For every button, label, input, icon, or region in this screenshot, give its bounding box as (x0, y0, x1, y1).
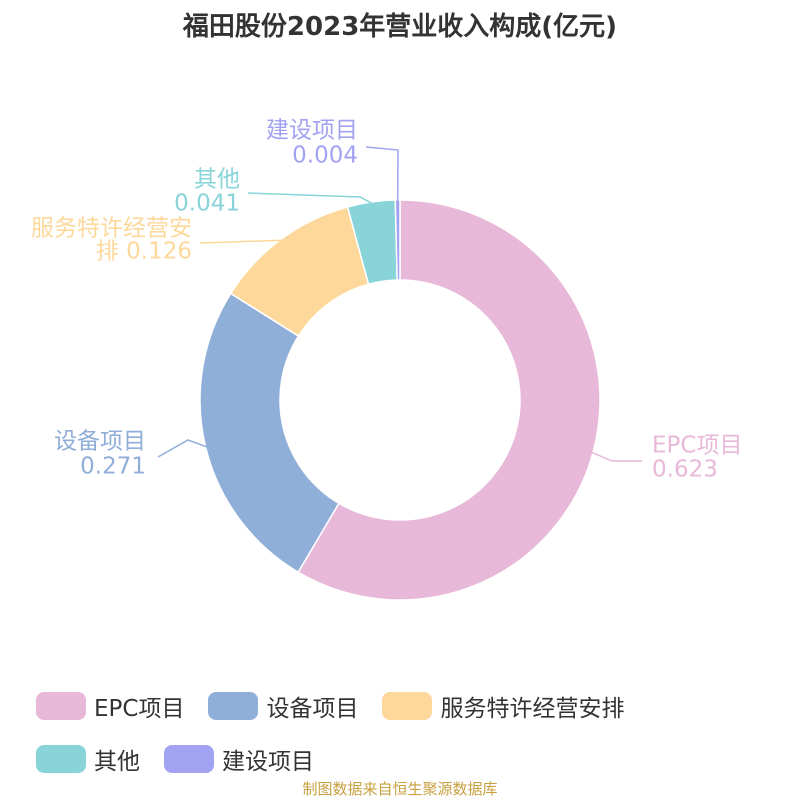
data-label-5-line-2: 0.004 (292, 143, 358, 169)
data-label-3-line-2: 排 0.126 (96, 239, 192, 265)
data-label-2-line-2: 0.271 (80, 454, 146, 480)
legend-swatch-icon (382, 692, 433, 720)
chart-title: 福田股份2023年营业收入构成(亿元) (182, 12, 618, 42)
legend-swatch-icon (36, 745, 86, 773)
legend-label: 建设项目 (222, 749, 314, 775)
legend-item-1[interactable]: EPC项目 (36, 688, 184, 724)
data-label-5-line-1: 建设项目 (266, 118, 358, 144)
legend-item-5[interactable]: 建设项目 (164, 741, 314, 777)
legend-swatch-icon (208, 692, 259, 720)
legend: EPC项目 设备项目 服务特许经营安排其他 建设项目 (36, 688, 776, 777)
pie-slice-1 (297, 199, 601, 601)
leader-line-1 (591, 451, 642, 462)
leader-line-3 (199, 239, 291, 244)
legend-label: 服务特许经营安排 (440, 696, 625, 722)
data-label-1-line-1: EPC项目 (652, 433, 742, 459)
data-label-3-line-1: 服务特许经营安 (31, 216, 192, 242)
pie-slice-2 (199, 292, 340, 574)
legend-swatch-icon (164, 745, 214, 773)
legend-item-2[interactable]: 设备项目 (208, 688, 358, 724)
leader-line-4 (247, 192, 372, 204)
pie-slice-5 (394, 199, 401, 281)
leader-line-5 (365, 146, 399, 202)
data-label-1-line-2: 0.623 (652, 457, 718, 483)
data-label-4-line-1: 其他 (194, 167, 240, 193)
legend-label: EPC项目 (94, 696, 185, 722)
leader-line-2 (157, 439, 207, 458)
legend-item-4[interactable]: 其他 (36, 741, 140, 777)
legend-item-3[interactable]: 服务特许经营安排 (382, 688, 624, 724)
source-note: 制图数据来自恒生聚源数据库 (302, 780, 498, 798)
legend-swatch-icon (36, 692, 86, 720)
data-label-4-line-2: 0.041 (174, 191, 240, 217)
legend-label: 设备项目 (266, 696, 359, 722)
legend-label: 其他 (94, 749, 140, 775)
data-label-2-line-1: 设备项目 (54, 429, 146, 455)
